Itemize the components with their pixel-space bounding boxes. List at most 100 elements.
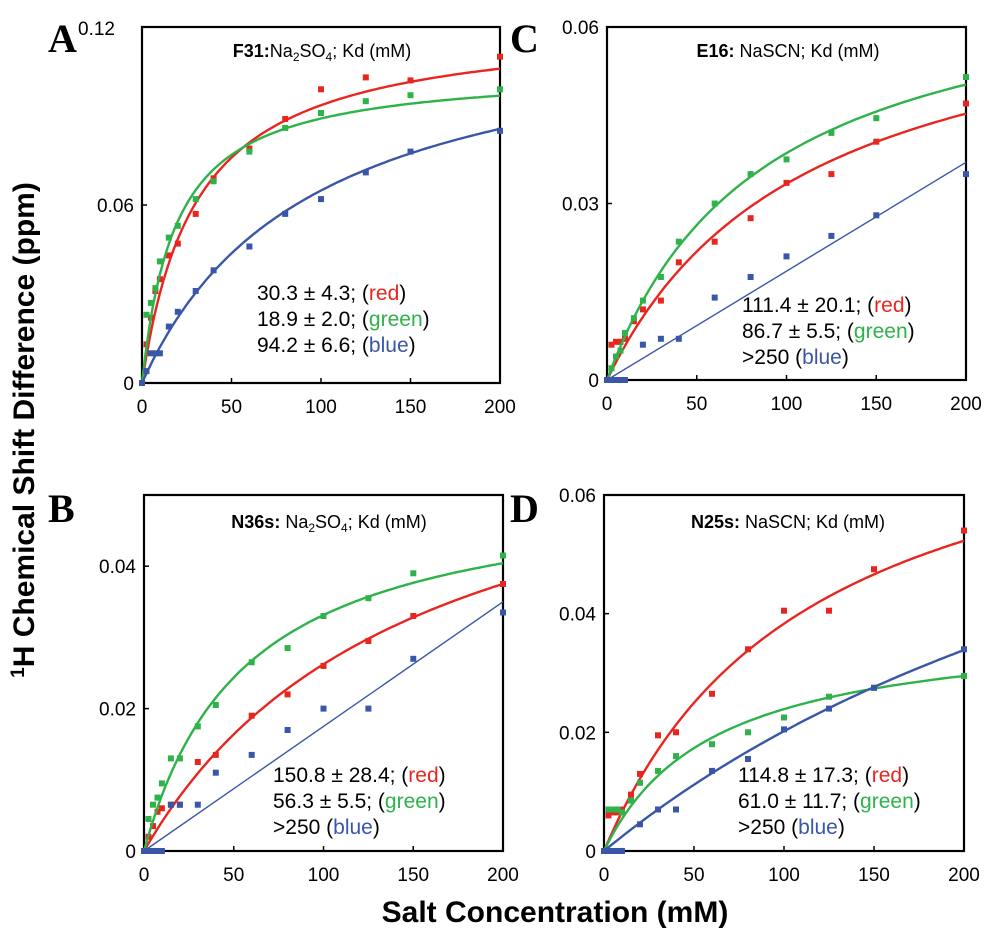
data-point-red — [673, 729, 679, 736]
data-point-green — [410, 570, 417, 577]
data-point-green — [246, 148, 253, 155]
data-point-green — [605, 806, 612, 813]
x-tick-label: 100 — [308, 865, 340, 886]
data-point-blue — [673, 806, 679, 813]
y-axis-title: 1H Chemical Shift Difference (ppm) — [8, 182, 42, 678]
data-point-green — [145, 816, 152, 822]
data-point-blue — [783, 253, 790, 260]
kd-value: 114.8 ± 17.3; ( — [738, 764, 872, 787]
data-point-red — [318, 86, 324, 93]
kd-value: >250 ( — [273, 816, 333, 839]
data-point-green — [152, 285, 159, 292]
y-axis-title-superscript: 1 — [8, 667, 29, 678]
data-point-red — [365, 638, 372, 644]
data-point-blue — [655, 806, 661, 813]
data-point-blue — [709, 767, 715, 774]
data-point-green — [608, 365, 615, 372]
data-point-blue — [605, 848, 612, 854]
kd-annotation: 56.3 ± 5.5; (green) — [273, 790, 446, 813]
panel-title-part: SO — [300, 41, 326, 61]
kd-color-word: green — [369, 308, 423, 331]
data-point-blue — [745, 756, 751, 762]
data-point-blue — [212, 769, 219, 776]
panel-title-part: SO — [315, 512, 341, 532]
x-tick-label: 200 — [487, 865, 519, 886]
data-point-green — [781, 714, 787, 721]
data-point-red — [781, 607, 787, 614]
panels: A F31:Na2SO4; Kd (mM)00.060.120 50 100 150 20… — [48, 16, 982, 886]
kd-value: 94.2 ± 6.6; ( — [257, 334, 369, 357]
data-point-red — [407, 77, 414, 84]
panel-title-part: NaSCN; Kd (mM) — [740, 512, 885, 532]
data-point-blue — [141, 848, 147, 854]
data-point-blue — [608, 377, 615, 383]
kd-color-word: red — [872, 764, 902, 787]
data-point-green — [500, 552, 506, 559]
data-point-blue — [781, 726, 787, 733]
data-point-blue — [601, 848, 607, 854]
data-point-blue — [248, 751, 255, 758]
data-point-blue — [147, 350, 154, 357]
kd-close-paren: ) — [838, 816, 845, 839]
data-point-red — [828, 171, 835, 178]
kd-close-paren: ) — [409, 334, 416, 357]
kd-annotation: 18.9 ± 2.0; (green) — [257, 308, 430, 331]
data-point-green — [826, 693, 832, 700]
x-tick-label: 150 — [858, 865, 890, 886]
panel-title-bold: E16: — [696, 41, 734, 61]
panel-title-bold: N36s: — [231, 512, 280, 532]
panel-C: C E16: NaSCN; Kd (mM) 0 0.03 0.06 0 50 100 150 20… — [510, 16, 982, 415]
data-point-blue — [614, 848, 621, 854]
data-point-blue — [320, 705, 327, 712]
x-tick-label: 150 — [395, 397, 427, 418]
panel-title-bold: F31: — [233, 41, 270, 61]
data-point-red — [362, 74, 369, 81]
kd-color-word: red — [369, 282, 399, 305]
kd-color-word: green — [385, 790, 439, 813]
data-point-red — [158, 805, 165, 812]
panel-D: D N25s: NaSCN; Kd (mM) 0 0.02 0.04 0.06 0 50 100… — [510, 486, 980, 886]
kd-annotation: 114.8 ± 17.3; (red) — [738, 764, 909, 787]
data-point-red — [497, 53, 503, 60]
kd-color-word: blue — [798, 816, 838, 839]
data-point-red — [826, 607, 832, 614]
panel-title-part: 4 — [341, 521, 348, 535]
data-point-blue — [961, 646, 967, 653]
kd-annotation: 111.4 ± 20.1; (red) — [742, 294, 912, 317]
data-point-green — [745, 729, 751, 736]
data-point-red — [608, 341, 615, 348]
kd-color-word: blue — [369, 334, 409, 357]
data-point-green — [143, 311, 150, 318]
x-tick-label: 50 — [683, 865, 704, 886]
data-point-green — [711, 200, 718, 207]
panel-letter: B — [48, 486, 75, 531]
data-point-red — [212, 751, 219, 758]
y-tick-label: 0.06 — [562, 18, 599, 39]
data-point-blue — [637, 821, 643, 828]
data-point-green — [961, 673, 967, 679]
data-point-green — [497, 86, 503, 93]
data-point-blue — [873, 212, 880, 219]
x-tick-label: 150 — [860, 394, 892, 415]
data-point-green — [248, 659, 255, 666]
panel-title-part: Na — [270, 41, 294, 61]
data-point-red — [747, 215, 754, 222]
data-point-green — [613, 353, 619, 360]
data-point-green — [619, 809, 625, 816]
data-point-blue — [622, 377, 628, 383]
data-point-green — [963, 74, 969, 80]
data-point-red — [613, 338, 619, 345]
data-point-blue — [604, 377, 610, 383]
y-axis-title-text: H Chemical Shift Difference (ppm) — [8, 182, 41, 667]
fit-line-blue — [143, 601, 504, 852]
data-point-blue — [284, 727, 291, 733]
panel-letter: C — [510, 16, 539, 61]
kd-close-paren: ) — [842, 346, 849, 369]
fit-line-green — [602, 674, 965, 852]
kd-value: 61.0 ± 11.7; ( — [738, 790, 860, 813]
y-tick-label: 0.02 — [559, 723, 596, 744]
panel-letter: D — [510, 486, 539, 531]
data-point-blue — [711, 294, 718, 301]
panel-title-part: NaSCN; Kd (mM) — [735, 41, 880, 61]
data-point-red — [639, 306, 646, 313]
